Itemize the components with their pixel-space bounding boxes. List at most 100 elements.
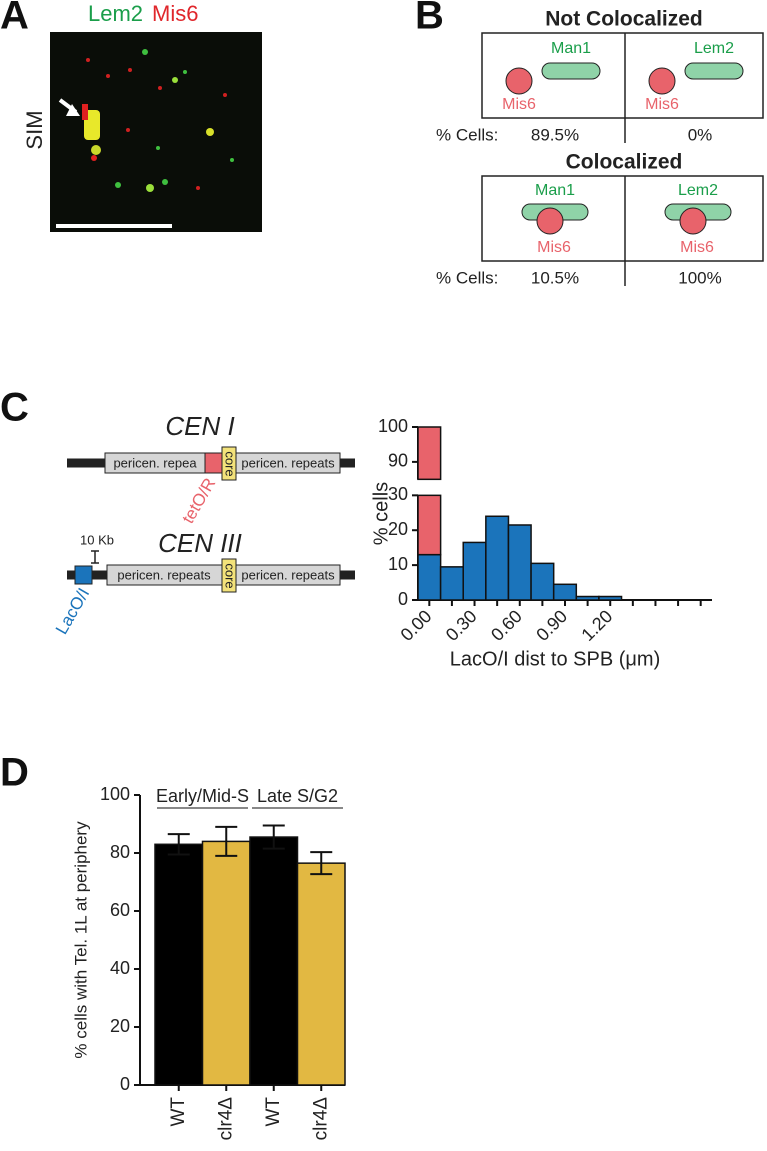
x-tick-label: 0.00 [397,606,436,645]
y-tick-label: 10 [388,554,408,574]
channel-label: Mis6 [152,1,198,26]
percent: 89.5% [531,125,579,144]
nuclear-envelope-protein [684,62,744,80]
protein-label: Man1 [551,40,591,57]
y-axis-label: % cells [370,482,392,545]
section-title: Colocalized [566,151,683,174]
x-tick-label: 0.30 [442,606,481,645]
panel-label: D [0,751,29,795]
section-title: Not Colocalized [545,8,703,31]
y-tick-label: 80 [110,842,130,862]
error-bar [310,851,333,876]
y-tick-label: 90 [388,451,408,471]
bar-segment [417,553,442,601]
bar-segment [417,494,442,556]
kinetochore [648,67,676,95]
bar [485,515,510,601]
percent: 10.5% [531,268,579,287]
bar [598,595,623,601]
x-axis-label: LacO/I dist to SPB (μm) [450,648,660,670]
bar [417,553,442,601]
y-axis-label: % cells with Tel. 1L at periphery [71,821,90,1059]
marker-site [204,452,223,474]
kinetochore [679,207,707,235]
bar [439,566,464,601]
kinetochore [505,67,533,95]
core [221,446,237,481]
panel-b: B [415,0,444,38]
bar [530,562,555,601]
x-tick-label: WT [168,1097,189,1127]
y-tick-label: 0 [398,589,408,609]
percent: 0% [688,125,713,144]
y-tick-label: 100 [378,416,408,436]
bar-segment [575,595,600,601]
bar-segment [485,515,510,601]
group-label: Late S/G2 [257,786,338,806]
bar-segment [552,583,578,601]
panel-c: C CEN I pericen. repea core pericen. rep… [0,386,355,638]
bar [462,541,487,601]
repeat-label: pericen. repeats [241,567,335,582]
distance-bracket [91,550,99,564]
bar [575,595,600,601]
bar-segment [598,595,623,601]
marker-label: Mis6 [645,96,679,113]
percent: 100% [678,268,721,287]
y-tick-label: 0 [120,1074,130,1094]
x-tick-label: clr4Δ [310,1097,331,1141]
repeat-label: pericen. repeats [117,567,211,582]
distance-label: 10 Kb [80,532,114,547]
panel-d: D [0,751,29,795]
marker-label: Mis6 [680,239,714,256]
protein-label: Lem2 [678,182,718,199]
marker-site [74,565,93,585]
core [221,558,237,593]
x-tick-label: 1.20 [577,606,616,645]
error-bar [215,825,238,857]
x-tick-label: WT [263,1097,284,1127]
bar [417,426,442,556]
bar [296,862,346,1086]
group-label: Early/Mid-S [156,786,249,806]
construct-name: CEN III [158,528,242,558]
error-bar [262,824,285,850]
panel-label: B [415,0,444,38]
micrograph-spots [56,49,234,228]
y-tick-label: 40 [110,958,130,978]
panel-label: A [0,0,29,38]
nuclear-envelope-protein [541,62,601,80]
core-label: core [223,451,238,476]
y-tick-label: 100 [100,784,130,804]
repeat-label: pericen. repea [113,455,197,470]
protein-label: Lem2 [694,40,734,57]
section-box [481,32,764,119]
bar [201,840,251,1086]
method-label: SIM [22,110,47,149]
x-tick-label: 0.60 [487,606,526,645]
bar-segment [462,541,487,601]
marker-label: Mis6 [537,239,571,256]
bar-segment [530,562,555,601]
protein-label: Man1 [535,182,575,199]
core-label: core [223,563,238,588]
y-tick-label: 60 [110,900,130,920]
bar-segment [439,566,464,601]
bar-segment [417,426,442,481]
y-tick-label: 20 [110,1016,130,1036]
error-bar [167,833,190,856]
x-tick-label: 0.90 [532,606,571,645]
y-tick-label: 20 [388,519,408,539]
panel-label: C [0,386,29,430]
panel-a: A Lem2 Mis6 SIM [0,0,262,232]
micrograph [50,32,262,232]
bar [154,843,204,1086]
channel-label: Lem2 [88,1,143,26]
bar [249,836,299,1086]
row-label: % Cells: [436,268,498,287]
bar-segment [507,524,532,601]
section-box [481,175,764,262]
marker-label: Mis6 [502,96,536,113]
row-label: % Cells: [436,125,498,144]
